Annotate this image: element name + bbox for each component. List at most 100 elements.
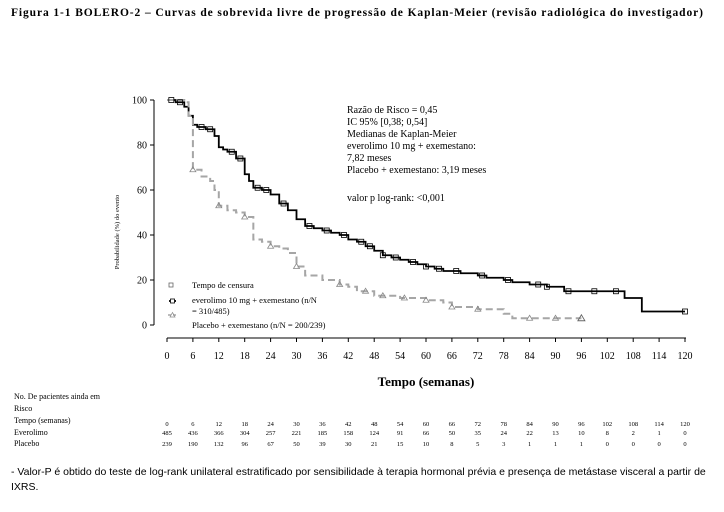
censor-mark	[228, 148, 235, 155]
risk-table-cell: 35	[475, 430, 482, 437]
stats-annotation-line: Razão de Risco = 0,45	[347, 105, 437, 116]
risk-table-cell: 2	[632, 430, 635, 437]
risk-table-row-label: Everolimo	[14, 428, 48, 437]
risk-table-time: 78	[500, 421, 507, 428]
risk-table-cell: 8	[450, 441, 453, 448]
legend-symbol-everolimus	[170, 298, 175, 304]
censor-mark	[177, 99, 183, 106]
risk-table-cell: 239	[162, 441, 172, 448]
risk-table-time-label: Tempo (semanas)	[14, 416, 71, 425]
censor-mark	[341, 232, 347, 238]
x-tick-label: 54	[395, 351, 405, 362]
x-tick-label: 120	[678, 351, 693, 362]
risk-table-cell: 0	[632, 441, 635, 448]
censor-mark	[280, 200, 287, 207]
risk-table-header-cont: Risco	[14, 404, 32, 413]
risk-table-cell: 185	[318, 430, 328, 437]
risk-table-time: 108	[628, 421, 638, 428]
risk-table-cell: 304	[240, 430, 251, 437]
figure-title: Figura 1-1 BOLERO-2 – Curvas de sobrevid…	[11, 7, 704, 19]
y-tick-label: 100	[132, 96, 147, 107]
legend-censor-label: Tempo de censura	[192, 280, 254, 290]
censor-mark	[613, 288, 619, 295]
censor-mark	[577, 313, 586, 322]
risk-table-time: 102	[602, 421, 612, 428]
censor-mark	[207, 126, 214, 133]
risk-table-cell: 67	[267, 441, 274, 448]
risk-table-cell: 1	[580, 441, 583, 448]
risk-table-time: 114	[654, 421, 664, 428]
risk-table-time: 54	[397, 421, 404, 428]
stats-annotation-line: valor p log-rank: <0,001	[347, 193, 445, 204]
legend-censor-symbol	[168, 282, 174, 288]
censor-mark	[254, 184, 261, 191]
risk-table-cell: 50	[293, 441, 300, 448]
x-tick-label: 60	[421, 351, 431, 362]
risk-table-cell: 257	[266, 430, 277, 437]
x-tick-label: 72	[473, 351, 483, 362]
stats-annotation-line: 7,82 meses	[347, 153, 392, 164]
y-tick-label: 60	[137, 186, 147, 197]
risk-table-cell: 10	[578, 430, 585, 437]
censor-mark	[525, 314, 534, 321]
x-tick-label: 6	[190, 351, 195, 362]
risk-table-cell: 30	[345, 441, 352, 448]
censor-mark	[379, 252, 386, 259]
risk-table-cell: 0	[606, 441, 609, 448]
risk-table-cell: 1	[528, 441, 531, 448]
risk-table-time: 0	[165, 421, 168, 428]
risk-table-cell: 96	[241, 441, 248, 448]
risk-table-cell: 5	[476, 441, 479, 448]
censor-mark	[266, 242, 275, 249]
stats-annotation-line: Medianas de Kaplan-Meier	[347, 129, 457, 140]
x-tick-label: 30	[292, 351, 302, 362]
censor-mark	[392, 254, 399, 261]
x-tick-label: 12	[214, 351, 224, 362]
risk-table-time: 72	[475, 421, 482, 428]
censor-mark	[400, 294, 409, 301]
censor-mark	[237, 155, 244, 162]
x-tick-label: 48	[369, 351, 379, 362]
censor-mark	[505, 277, 511, 283]
risk-table-time: 6	[191, 421, 195, 428]
stats-annotation-line: Placebo + exemestano: 3,19 meses	[347, 165, 486, 176]
censor-mark	[479, 272, 486, 279]
risk-table-row-label: Placebo	[14, 439, 39, 448]
y-tick-label: 20	[137, 276, 147, 287]
risk-table-cell: 15	[397, 441, 404, 448]
risk-table-time: 42	[345, 421, 352, 428]
legend-label-everolimus: everolimo 10 mg + exemestano (n/N	[192, 295, 317, 305]
x-axis-label: Tempo (semanas)	[378, 374, 475, 389]
risk-table-cell: 190	[188, 441, 198, 448]
x-tick-label: 102	[600, 351, 615, 362]
risk-table-time: 30	[293, 421, 300, 428]
risk-table-cell: 3	[502, 441, 505, 448]
censor-mark	[198, 124, 205, 130]
risk-table-cell: 21	[371, 441, 378, 448]
x-tick-label: 42	[343, 351, 353, 362]
censor-mark	[323, 227, 330, 234]
risk-table-cell: 10	[423, 441, 430, 448]
censor-mark	[379, 291, 387, 299]
risk-table-cell: 1	[657, 430, 660, 437]
censor-mark	[474, 305, 482, 312]
risk-table-cell: 50	[449, 430, 456, 437]
risk-table-time: 18	[241, 421, 248, 428]
censor-mark	[436, 265, 442, 272]
x-tick-label: 36	[317, 351, 327, 362]
legend-symbol-placebo	[169, 311, 176, 318]
risk-table-cell: 221	[292, 430, 302, 437]
censor-mark	[422, 296, 430, 303]
x-tick-label: 96	[576, 351, 586, 362]
risk-table-time: 24	[267, 421, 274, 428]
y-axis-label: Probabilidade (%) do evento	[114, 195, 121, 270]
censor-mark	[543, 283, 550, 290]
risk-table-cell: 0	[657, 441, 660, 448]
risk-table-time: 60	[423, 421, 430, 428]
legend-label-placebo: Placebo + exemestano (n/N = 200/239)	[192, 320, 326, 330]
risk-table-cell: 124	[369, 430, 380, 437]
censor-mark	[410, 259, 416, 265]
risk-table-cell: 22	[526, 430, 533, 437]
risk-table-cell: 91	[397, 430, 404, 437]
